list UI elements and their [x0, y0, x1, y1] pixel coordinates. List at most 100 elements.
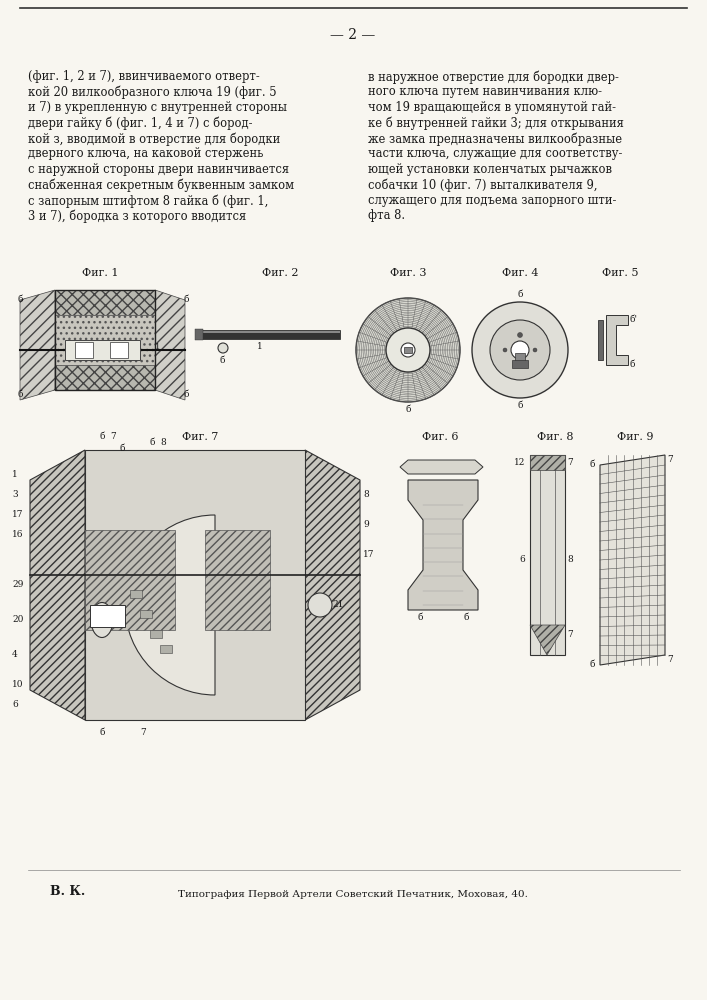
Polygon shape [606, 315, 628, 365]
Text: б: б [184, 295, 189, 304]
Text: б': б' [630, 315, 638, 324]
Text: собачки 10 (фиг. 7) выталкивателя 9,: собачки 10 (фиг. 7) выталкивателя 9, [368, 178, 597, 192]
Bar [130, 590, 142, 598]
Text: 8: 8 [160, 438, 165, 447]
Bar [140, 610, 152, 618]
Text: б: б [418, 613, 423, 622]
Bar [55, 290, 155, 315]
Polygon shape [155, 290, 185, 400]
Text: б: б [405, 405, 411, 414]
Text: В. К.: В. К. [50, 885, 86, 898]
Circle shape [401, 343, 415, 357]
Text: Фиг. 6: Фиг. 6 [422, 432, 458, 442]
Text: б: б [184, 390, 189, 399]
Circle shape [356, 298, 460, 402]
Text: фта 8.: фта 8. [368, 210, 405, 223]
Text: б: б [120, 444, 126, 453]
Bar [55, 365, 155, 390]
Text: 16: 16 [12, 530, 23, 539]
Text: 12: 12 [513, 458, 525, 467]
Polygon shape [400, 460, 483, 474]
Text: ке б внутренней гайки 3; для открывания: ке б внутренней гайки 3; для открывания [368, 116, 624, 130]
Polygon shape [600, 455, 665, 665]
Bar [598, 320, 603, 360]
Text: б: б [518, 290, 522, 299]
Text: 8: 8 [567, 555, 573, 564]
Bar [195, 330, 340, 339]
Circle shape [218, 343, 228, 353]
Text: — 2 —: — 2 — [330, 28, 375, 42]
Text: дверного ключа, на каковой стержень: дверного ключа, на каковой стержень [28, 147, 264, 160]
Text: 7: 7 [140, 728, 146, 737]
Text: б: б [590, 660, 595, 669]
Bar [85, 450, 305, 720]
Text: б: б [100, 728, 105, 737]
Text: кой 20 вилкообразного ключа 19 (фиг. 5: кой 20 вилкообразного ключа 19 (фиг. 5 [28, 86, 276, 99]
Bar [404, 347, 412, 353]
Text: б: б [150, 438, 156, 447]
Bar [530, 455, 565, 470]
Text: Фиг. 6: Фиг. 6 [425, 510, 457, 519]
Bar [110, 342, 128, 358]
Text: 8: 8 [363, 490, 369, 499]
Text: Фиг. 5: Фиг. 5 [602, 268, 638, 278]
Text: 1: 1 [12, 470, 18, 479]
Bar [85, 530, 175, 630]
Text: Фиг. 3: Фиг. 3 [390, 268, 426, 278]
Circle shape [386, 328, 430, 372]
Circle shape [518, 332, 522, 338]
Text: кой з, вводимой в отверстие для бородки: кой з, вводимой в отверстие для бородки [28, 132, 280, 145]
Text: и 7) в укрепленную с внутренней стороны: и 7) в укрепленную с внутренней стороны [28, 101, 287, 114]
Text: с наружной стороны двери навинчивается: с наружной стороны двери навинчивается [28, 163, 289, 176]
Text: б: б [463, 613, 469, 622]
Text: Фиг. 2: Фиг. 2 [262, 268, 298, 278]
Text: служащего для подъема запорного шти-: служащего для подъема запорного шти- [368, 194, 617, 207]
Polygon shape [30, 450, 85, 720]
Bar [512, 360, 528, 368]
Text: 21: 21 [332, 600, 344, 609]
Text: 10: 10 [12, 680, 23, 689]
Bar [65, 340, 140, 360]
Text: 2: 2 [115, 348, 120, 356]
Circle shape [511, 341, 529, 359]
Text: ющей установки коленчатых рычажков: ющей установки коленчатых рычажков [368, 163, 612, 176]
Text: 4: 4 [12, 650, 18, 659]
Circle shape [490, 320, 550, 380]
Text: 9: 9 [363, 520, 369, 529]
Bar [90, 605, 125, 627]
Bar [160, 645, 172, 653]
Text: 7: 7 [667, 655, 673, 664]
Text: (фиг. 1, 2 и 7), ввинчиваемого отверт-: (фиг. 1, 2 и 7), ввинчиваемого отверт- [28, 70, 259, 83]
Text: Фиг. 1: Фиг. 1 [82, 268, 118, 278]
Text: Фиг. 4: Фиг. 4 [502, 268, 538, 278]
Text: Фиг. 7: Фиг. 7 [182, 432, 218, 442]
Text: б: б [219, 356, 225, 365]
Text: 7: 7 [567, 458, 573, 467]
Text: 3 и 7), бородка з которого вводится: 3 и 7), бородка з которого вводится [28, 210, 246, 223]
Polygon shape [305, 450, 360, 720]
Text: 29: 29 [12, 580, 23, 589]
Text: 1: 1 [155, 343, 160, 351]
Text: Типография Первой Артели Советский Печатник, Моховая, 40.: Типография Первой Артели Советский Печат… [178, 890, 528, 899]
Text: с запорным штифтом 8 гайка б (фиг. 1,: с запорным штифтом 8 гайка б (фиг. 1, [28, 194, 269, 208]
Circle shape [533, 348, 537, 352]
Text: б: б [100, 432, 105, 441]
Text: 7: 7 [667, 455, 673, 464]
Text: же замка предназначены вилкообразные: же замка предназначены вилкообразные [368, 132, 622, 145]
Text: б: б [518, 401, 522, 410]
Text: 6: 6 [12, 700, 18, 709]
Polygon shape [530, 625, 565, 655]
Text: 20: 20 [12, 615, 23, 624]
Bar [55, 315, 155, 365]
Bar [195, 331, 340, 333]
Bar [530, 455, 565, 655]
Text: 2: 2 [80, 348, 86, 356]
Bar [515, 353, 525, 367]
Text: в наружное отверстие для бородки двер-: в наружное отверстие для бородки двер- [368, 70, 619, 84]
Bar [195, 329, 203, 340]
Text: б: б [590, 460, 595, 469]
Text: 17: 17 [12, 510, 23, 519]
Text: снабженная секретным буквенным замком: снабженная секретным буквенным замком [28, 178, 294, 192]
Bar [205, 530, 270, 630]
Wedge shape [125, 515, 215, 695]
